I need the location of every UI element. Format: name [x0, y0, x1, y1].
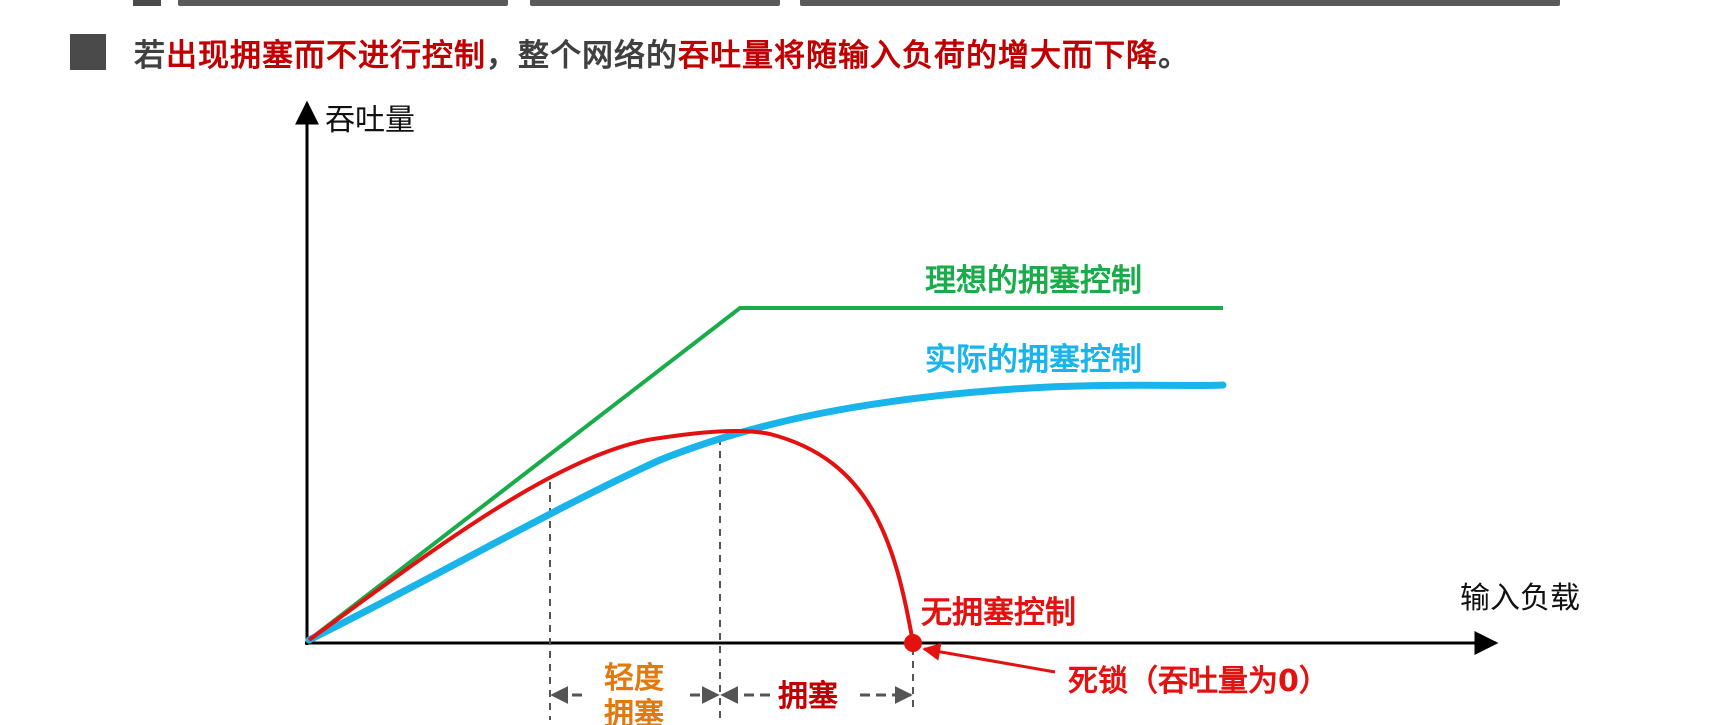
cropped-bullet-square: [133, 0, 161, 6]
congestion-label: 拥塞: [778, 679, 838, 714]
headline-highlight-throughput: 吞吐量将随输入负荷的增大而下降: [678, 37, 1158, 74]
headline-prefix: 若: [134, 37, 166, 74]
deadlock-pointer-arrow: [922, 642, 1056, 674]
headline-highlight-congestion: 出现拥塞而不进行控制: [166, 37, 486, 74]
deadlock-label: 死锁（吞吐量为0）: [1068, 664, 1329, 699]
ideal-curve-label: 理想的拥塞控制: [925, 263, 1142, 299]
cropped-previous-bullet: [130, 0, 1590, 12]
light-congestion-label-line1: 轻度: [604, 661, 664, 696]
actual-congestion-control-curve: [305, 381, 1227, 644]
headline-text: 若出现拥塞而不进行控制，整个网络的吞吐量将随输入负荷的增大而下降。: [134, 30, 1190, 75]
deadlock-point: [904, 634, 922, 652]
headline-middle: ，整个网络的: [486, 37, 678, 74]
ideal-congestion-control-curve: [307, 306, 1223, 642]
bullet-square-icon: [70, 34, 106, 70]
headline-bullet: 若出现拥塞而不进行控制，整个网络的吞吐量将随输入负荷的增大而下降。: [70, 30, 1190, 74]
cropped-text-fragment: [530, 0, 780, 6]
headline-suffix: 。: [1158, 37, 1190, 74]
cropped-text-fragment: [178, 0, 508, 6]
cropped-text-fragment: [800, 0, 1560, 6]
y-axis-label: 吞吐量: [325, 103, 415, 138]
no-control-curve-label: 无拥塞控制: [921, 595, 1076, 631]
no-congestion-control-curve: [307, 429, 915, 644]
light-congestion-label-line2: 拥塞: [604, 697, 664, 725]
actual-curve-label: 实际的拥塞控制: [925, 342, 1142, 378]
x-axis-label: 输入负载: [1460, 581, 1580, 616]
